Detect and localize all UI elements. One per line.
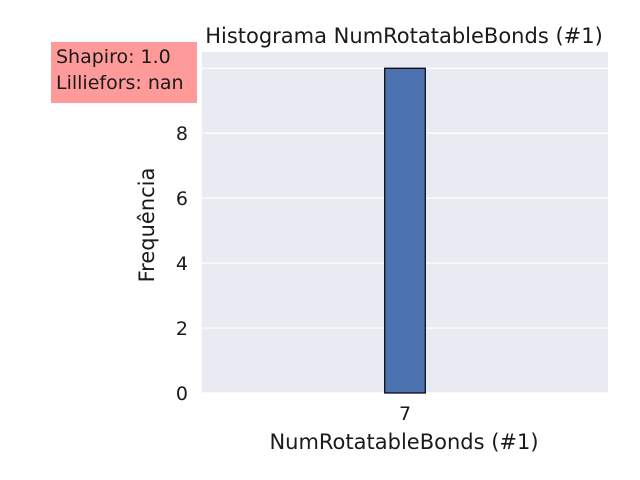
y-tick-label: 0 (176, 383, 188, 405)
y-tick-label: 2 (176, 318, 188, 340)
x-tick-label: 7 (399, 403, 411, 425)
shapiro-text: Shapiro: 1.0 (56, 46, 171, 68)
lilliefors-text: Lilliefors: nan (56, 72, 184, 94)
x-tick-labels: 7 (399, 403, 411, 425)
normality-test-box: Shapiro: 1.0 Lilliefors: nan (51, 42, 197, 103)
bars (384, 67, 426, 394)
bar-7 (384, 67, 426, 394)
x-axis-label: NumRotatableBonds (#1) (269, 430, 538, 454)
y-tick-label: 4 (176, 253, 188, 275)
y-tick-label: 6 (176, 188, 188, 210)
y-tick-label: 8 (176, 123, 188, 145)
y-axis-label: Frequência (135, 168, 159, 283)
chart-title: Histograma NumRotatableBonds (#1) (205, 24, 603, 48)
y-tick-labels: 0246810 (164, 58, 188, 405)
